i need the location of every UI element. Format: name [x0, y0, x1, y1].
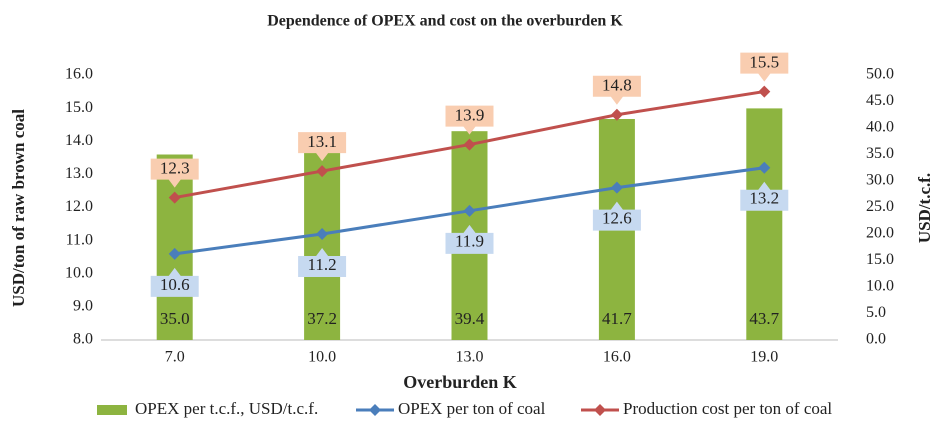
y-tick-label: 8.0 — [73, 331, 93, 348]
marker — [168, 191, 181, 204]
label-box — [592, 75, 641, 105]
marker — [168, 247, 181, 260]
y-tick-label: 10.0 — [65, 264, 93, 281]
marker — [316, 165, 329, 178]
y2-tick-label: 15.0 — [866, 251, 894, 268]
data-label: 15.5 — [749, 52, 779, 71]
label-box — [150, 158, 199, 188]
marker — [463, 138, 476, 151]
y-tick-label: 13.0 — [65, 165, 93, 182]
marker — [316, 228, 329, 240]
y-tick-label: 14.0 — [65, 132, 93, 149]
y-tick-label: 11.0 — [66, 231, 93, 248]
data-label: 11.2 — [308, 255, 337, 274]
y2-tick-label: 5.0 — [866, 304, 886, 321]
bar-value-label: 41.7 — [602, 309, 632, 328]
y2-tick-label: 35.0 — [866, 145, 894, 162]
bar-value-label: 39.4 — [455, 309, 485, 328]
label-box — [445, 105, 494, 135]
legend-swatch — [97, 405, 127, 415]
y-tick-label: 9.0 — [73, 298, 93, 315]
label-box — [298, 132, 347, 162]
marker — [758, 85, 771, 98]
legend-marker — [594, 404, 606, 416]
legend-label: OPEX per t.c.f., USD/t.c.f. — [135, 399, 318, 418]
label-box — [150, 267, 199, 297]
y2-tick-label: 0.0 — [866, 331, 886, 348]
marker — [463, 204, 476, 217]
chart-title: Dependence of OPEX and cost on the overb… — [267, 13, 623, 30]
y2-axis-label: USD/t.c.f. — [915, 173, 934, 243]
data-label: 11.9 — [455, 232, 484, 251]
x-tick-label: 13.0 — [456, 349, 484, 366]
data-label: 13.2 — [749, 189, 779, 208]
y-tick-label: 12.0 — [65, 198, 93, 215]
legend-marker — [369, 404, 381, 416]
y2-tick-label: 25.0 — [866, 198, 894, 215]
data-label: 14.8 — [602, 76, 632, 95]
y-axis-label: USD/ton of raw brown coal — [9, 109, 28, 307]
y2-tick-label: 10.0 — [866, 278, 894, 295]
legend-label: OPEX per ton of coal — [398, 399, 546, 418]
label-box — [445, 224, 494, 254]
bar-value-label: 37.2 — [307, 309, 337, 328]
bar-value-label: 43.7 — [749, 309, 779, 328]
data-label: 13.1 — [307, 132, 337, 151]
marker — [758, 161, 771, 174]
x-tick-label: 7.0 — [165, 349, 185, 366]
label-box — [740, 52, 789, 82]
x-tick-label: 16.0 — [603, 349, 631, 366]
legend-label: Production cost per ton of coal — [623, 399, 832, 418]
y2-tick-label: 50.0 — [866, 66, 894, 83]
y-tick-label: 16.0 — [65, 66, 93, 83]
data-label: 13.9 — [455, 105, 485, 124]
y2-tick-label: 20.0 — [866, 225, 894, 242]
bar-value-label: 35.0 — [160, 309, 190, 328]
marker — [610, 181, 623, 194]
x-tick-label: 10.0 — [308, 349, 336, 366]
data-label: 12.6 — [602, 209, 632, 228]
x-axis-label: Overburden K — [403, 372, 517, 392]
y-tick-label: 15.0 — [65, 99, 93, 116]
bar — [746, 108, 783, 340]
marker — [610, 108, 623, 121]
label-box — [592, 201, 641, 231]
label-box — [298, 248, 347, 277]
x-tick-label: 19.0 — [750, 349, 778, 366]
data-label: 12.3 — [160, 158, 190, 177]
y2-tick-label: 45.0 — [866, 92, 894, 109]
y2-tick-label: 40.0 — [866, 119, 894, 136]
y2-tick-label: 30.0 — [866, 172, 894, 189]
data-label: 10.6 — [160, 275, 190, 294]
label-box — [740, 181, 789, 211]
